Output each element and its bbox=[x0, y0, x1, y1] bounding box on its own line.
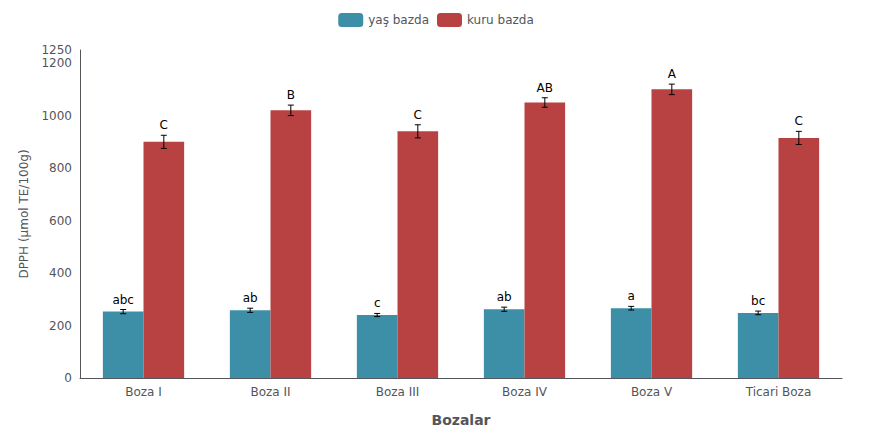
svg-text:yaş bazda: yaş bazda bbox=[368, 13, 429, 27]
svg-text:bc: bc bbox=[751, 294, 765, 308]
svg-text:1250: 1250 bbox=[41, 43, 72, 57]
svg-text:C: C bbox=[160, 118, 168, 132]
svg-text:Boza I: Boza I bbox=[125, 385, 162, 399]
svg-text:kuru bazda: kuru bazda bbox=[467, 13, 534, 27]
svg-text:400: 400 bbox=[49, 266, 72, 280]
svg-text:1000: 1000 bbox=[41, 109, 72, 123]
svg-text:Boza V: Boza V bbox=[631, 385, 673, 399]
svg-text:C: C bbox=[414, 108, 422, 122]
svg-text:A: A bbox=[668, 67, 677, 81]
svg-text:a: a bbox=[628, 289, 635, 303]
svg-text:Ticari Boza: Ticari Boza bbox=[745, 385, 812, 399]
svg-text:C: C bbox=[795, 114, 803, 128]
svg-text:DPPH (μmol TE/100g): DPPH (μmol TE/100g) bbox=[17, 149, 31, 278]
svg-text:Bozalar: Bozalar bbox=[431, 412, 490, 428]
svg-text:c: c bbox=[374, 296, 381, 310]
svg-text:600: 600 bbox=[49, 214, 72, 228]
svg-text:Boza III: Boza III bbox=[376, 385, 420, 399]
svg-text:Boza II: Boza II bbox=[250, 385, 290, 399]
svg-text:abc: abc bbox=[112, 293, 134, 307]
svg-text:AB: AB bbox=[537, 81, 553, 95]
svg-text:ab: ab bbox=[243, 291, 258, 305]
svg-text:800: 800 bbox=[49, 161, 72, 175]
svg-text:Boza IV: Boza IV bbox=[502, 385, 548, 399]
svg-text:200: 200 bbox=[49, 319, 72, 333]
svg-text:B: B bbox=[287, 88, 295, 102]
svg-text:0: 0 bbox=[64, 371, 72, 385]
svg-text:1200: 1200 bbox=[41, 56, 72, 70]
svg-text:ab: ab bbox=[497, 290, 512, 304]
